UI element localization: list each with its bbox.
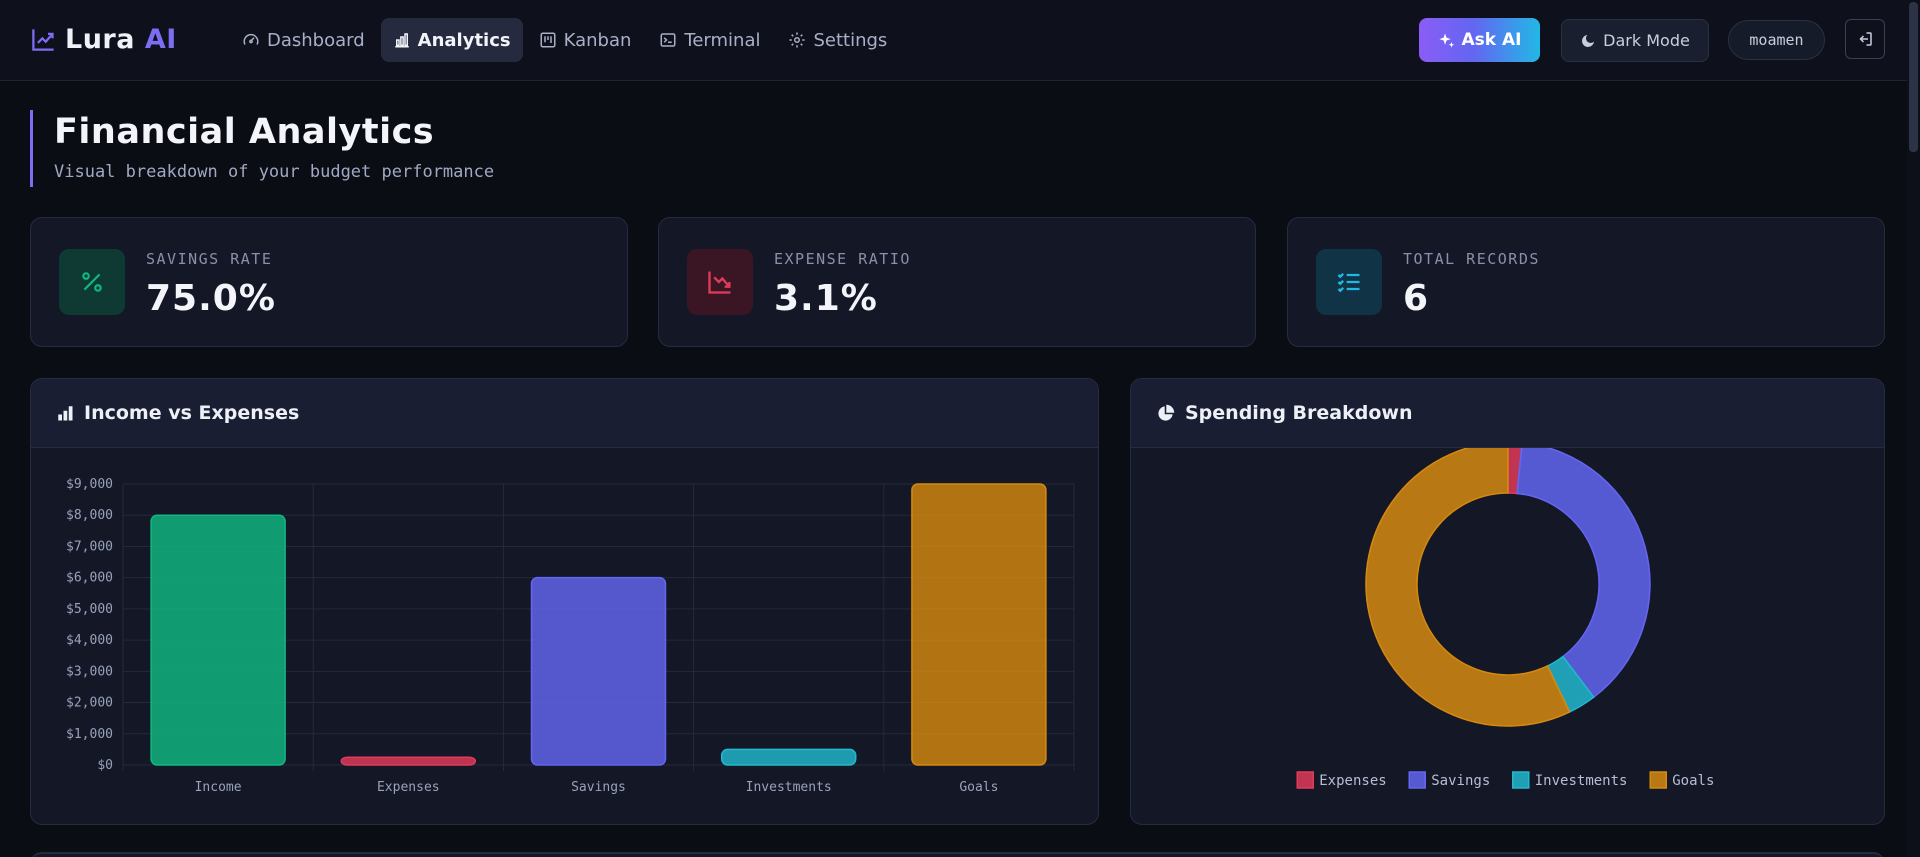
terminal-icon xyxy=(660,33,676,47)
y-tick-label: $3,000 xyxy=(66,664,113,679)
x-tick-label: Expenses xyxy=(377,780,440,795)
x-tick-label: Goals xyxy=(959,780,998,795)
stat-card-total-records: TOTAL RECORDS 6 xyxy=(1287,217,1885,347)
nav-label: Settings xyxy=(813,29,888,51)
nav-item-kanban[interactable]: Kanban xyxy=(527,18,644,62)
top-navbar: Lura AI Dashboard Analytics Kanban Termi… xyxy=(0,0,1920,81)
nav-item-terminal[interactable]: Terminal xyxy=(647,18,772,62)
user-menu[interactable]: moamen xyxy=(1728,20,1825,60)
bar-savings[interactable] xyxy=(530,576,667,766)
stat-icon-box xyxy=(687,249,753,315)
legend-swatch xyxy=(1296,771,1314,789)
pie-chart-icon xyxy=(1158,404,1175,421)
panel-title: Spending Breakdown xyxy=(1185,402,1413,424)
brand-name: Lura AI xyxy=(65,24,177,55)
y-tick-label: $9,000 xyxy=(66,477,113,492)
nav-label: Kanban xyxy=(563,29,632,51)
dark-mode-toggle[interactable]: Dark Mode xyxy=(1561,19,1709,62)
stat-value: 75.0% xyxy=(146,278,276,319)
moon-icon xyxy=(1582,34,1595,47)
bar-chart: $0 $1,000 $2,000 $3,000 $4,000 $5,000 $6,000 $7… xyxy=(66,477,1075,795)
panel-header: Spending Breakdown xyxy=(1131,379,1884,448)
bar-expenses[interactable] xyxy=(340,756,477,766)
income-expenses-panel: Income vs Expenses $0 $1,000 $2,000 $3,000 $… xyxy=(30,378,1099,825)
page-scrollbar[interactable] xyxy=(1907,0,1920,857)
x-tick-label: Investments xyxy=(746,780,832,795)
stat-icon-box xyxy=(59,249,125,315)
username: moamen xyxy=(1749,31,1804,49)
panel-title: Income vs Expenses xyxy=(84,402,300,424)
nav-label: Dashboard xyxy=(267,29,365,51)
donut-chart: Expenses Savings Investments Goals xyxy=(1296,448,1714,789)
scroll-thumb[interactable] xyxy=(1909,2,1918,152)
legend-label[interactable]: Investments xyxy=(1535,773,1628,789)
ask-ai-label: Ask AI xyxy=(1461,30,1522,50)
x-tick-label: Income xyxy=(195,780,242,795)
stat-card-expense-ratio: EXPENSE RATIO 3.1% xyxy=(658,217,1256,347)
trend-up-icon xyxy=(32,29,54,51)
dark-mode-label: Dark Mode xyxy=(1603,31,1690,50)
stat-label: TOTAL RECORDS xyxy=(1403,250,1540,268)
list-check-icon xyxy=(1337,273,1360,293)
legend-label[interactable]: Savings xyxy=(1431,773,1490,789)
spending-breakdown-panel: Spending Breakdown Expenses Savings Invest… xyxy=(1130,378,1885,825)
main-nav: Dashboard Analytics Kanban Terminal Sett… xyxy=(230,18,899,62)
y-tick-label: $7,000 xyxy=(66,539,113,554)
y-tick-label: $5,000 xyxy=(66,602,113,617)
y-tick-label: $1,000 xyxy=(66,727,113,742)
stat-card-savings-rate: SAVINGS RATE 75.0% xyxy=(30,217,628,347)
bar-investments[interactable] xyxy=(720,748,857,766)
logout-icon xyxy=(1859,32,1872,46)
ask-ai-button[interactable]: Ask AI xyxy=(1419,18,1540,62)
y-tick-label: $2,000 xyxy=(66,696,113,711)
page-header: Financial Analytics Visual breakdown of … xyxy=(30,110,494,187)
stat-icon-box xyxy=(1316,249,1382,315)
nav-item-analytics[interactable]: Analytics xyxy=(380,18,523,62)
y-tick-label: $4,000 xyxy=(66,633,113,648)
bar-chart-icon xyxy=(394,33,409,48)
slice-goals[interactable] xyxy=(1365,448,1571,727)
stat-value: 6 xyxy=(1403,278,1430,319)
logout-button[interactable] xyxy=(1845,19,1885,59)
stat-label: SAVINGS RATE xyxy=(146,250,273,268)
nav-label: Terminal xyxy=(684,29,761,51)
legend-swatch xyxy=(1649,771,1667,789)
y-tick-label: $8,000 xyxy=(66,508,113,523)
bar-chart-icon xyxy=(58,406,73,421)
gauge-icon xyxy=(243,33,259,45)
nav-item-dashboard[interactable]: Dashboard xyxy=(230,18,377,62)
legend-swatch xyxy=(1512,771,1530,789)
brand-logo[interactable]: Lura AI xyxy=(30,24,177,55)
nav-item-settings[interactable]: Settings xyxy=(776,18,899,62)
nav-label: Analytics xyxy=(417,29,511,51)
trending-down-icon xyxy=(708,271,731,294)
bar-income[interactable] xyxy=(150,514,286,766)
bar-goals[interactable] xyxy=(911,483,1047,766)
x-tick-label: Savings xyxy=(571,780,626,795)
percent-icon xyxy=(82,272,102,292)
legend-label[interactable]: Goals xyxy=(1672,773,1714,789)
kanban-icon xyxy=(540,32,556,48)
page-subtitle: Visual breakdown of your budget performa… xyxy=(54,162,495,182)
panel-header: Income vs Expenses xyxy=(31,379,1098,448)
legend-label[interactable]: Expenses xyxy=(1319,773,1386,789)
slice-savings[interactable] xyxy=(1516,448,1651,699)
legend-swatch xyxy=(1408,771,1426,789)
stat-value: 3.1% xyxy=(774,278,878,319)
y-tick-label: $6,000 xyxy=(66,571,113,586)
sparkles-icon xyxy=(1438,32,1454,48)
stat-label: EXPENSE RATIO xyxy=(774,250,911,268)
page-title: Financial Analytics xyxy=(54,112,435,152)
next-panel-edge xyxy=(30,852,1885,857)
gear-icon xyxy=(789,32,805,48)
y-tick-label: $0 xyxy=(97,758,113,773)
